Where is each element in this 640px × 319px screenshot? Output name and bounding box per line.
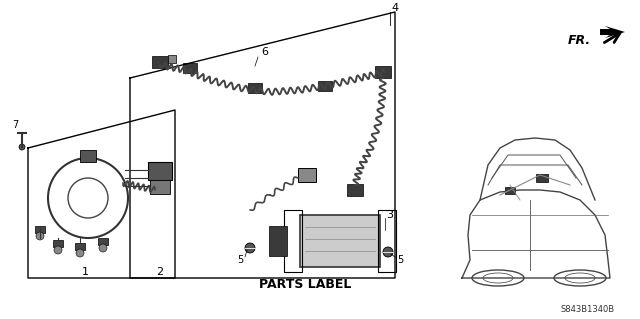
Text: S843B1340B: S843B1340B bbox=[561, 306, 615, 315]
Bar bbox=[150, 180, 170, 194]
Text: 7: 7 bbox=[12, 120, 18, 130]
Bar bbox=[75, 243, 85, 250]
Bar bbox=[168, 55, 176, 63]
Circle shape bbox=[54, 246, 62, 254]
Bar bbox=[80, 150, 96, 162]
Bar bbox=[98, 238, 108, 245]
Circle shape bbox=[36, 232, 44, 240]
Text: 5: 5 bbox=[237, 255, 243, 265]
Text: 6: 6 bbox=[262, 47, 269, 57]
Bar bbox=[183, 63, 197, 73]
Bar bbox=[53, 240, 63, 247]
Circle shape bbox=[99, 244, 107, 252]
Circle shape bbox=[383, 247, 393, 257]
Bar bbox=[300, 215, 380, 267]
Text: 1: 1 bbox=[81, 267, 88, 277]
Bar bbox=[375, 66, 391, 78]
Bar bbox=[505, 187, 515, 194]
Bar bbox=[148, 162, 172, 180]
Text: 5: 5 bbox=[397, 255, 403, 265]
Circle shape bbox=[19, 144, 25, 150]
Text: 2: 2 bbox=[156, 267, 164, 277]
Bar bbox=[298, 168, 316, 182]
Bar bbox=[378, 210, 396, 272]
Bar bbox=[347, 184, 363, 196]
Text: 4: 4 bbox=[392, 3, 399, 13]
Polygon shape bbox=[600, 26, 625, 38]
Circle shape bbox=[76, 249, 84, 257]
Text: PARTS LABEL: PARTS LABEL bbox=[259, 278, 351, 292]
Bar bbox=[152, 56, 168, 68]
Bar bbox=[269, 226, 287, 256]
Bar bbox=[318, 81, 332, 91]
Bar bbox=[284, 210, 302, 272]
Bar bbox=[536, 174, 548, 182]
Bar bbox=[35, 226, 45, 233]
Bar bbox=[248, 83, 262, 93]
Circle shape bbox=[245, 243, 255, 253]
Text: 3: 3 bbox=[387, 210, 394, 220]
Text: FR.: FR. bbox=[568, 33, 591, 47]
